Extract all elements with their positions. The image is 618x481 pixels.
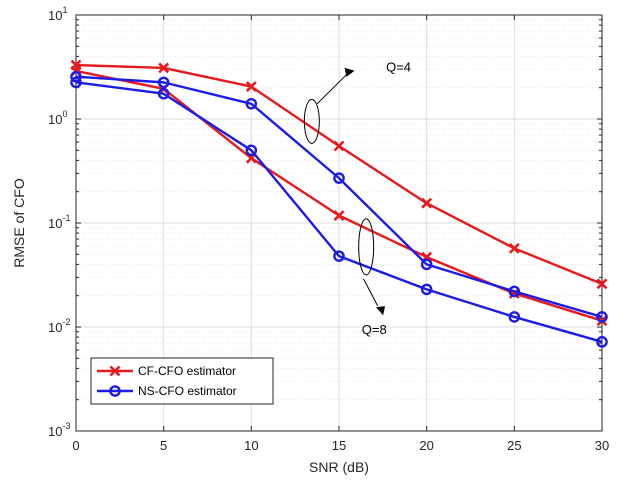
- data-point: [508, 311, 521, 323]
- marker-stroke: [109, 365, 121, 377]
- data-point: [596, 336, 608, 348]
- marker-stroke: [158, 62, 170, 74]
- marker-stroke: [508, 242, 520, 254]
- q4-ellipse: [303, 98, 320, 144]
- x-tick-label: 5: [160, 438, 167, 453]
- data-point: [245, 144, 258, 157]
- y-tick-label: 10-2: [48, 317, 70, 335]
- q4-arrow-line: [316, 71, 350, 105]
- data-point: [420, 283, 433, 296]
- series-line: [75, 81, 603, 343]
- y-tick-label: 10-1: [48, 213, 70, 231]
- legend-label: NS-CFO estimator: [138, 384, 237, 398]
- data-point: [421, 197, 433, 209]
- x-tick-label: 15: [332, 438, 346, 453]
- data-point: [157, 87, 170, 100]
- data-point: [508, 285, 521, 298]
- marker-stroke: [333, 210, 345, 221]
- x-axis-label: SNR (dB): [309, 459, 369, 475]
- marker-stroke: [508, 288, 520, 299]
- data-point: [333, 210, 345, 221]
- marker-stroke: [333, 140, 345, 152]
- q4-arrow-head: [344, 67, 355, 77]
- data-point: [333, 172, 345, 184]
- x-tick-label: 30: [595, 438, 609, 453]
- series-line: [75, 75, 603, 319]
- legend-box: [90, 357, 274, 405]
- data-point: [70, 76, 82, 89]
- data-point: [508, 242, 520, 254]
- data-point: [420, 258, 433, 271]
- y-tick-label: 101: [48, 5, 67, 23]
- x-tick-label: 0: [72, 438, 79, 453]
- legend-label: CF-CFO estimator: [138, 364, 236, 378]
- y-tick-label: 100: [48, 109, 67, 127]
- q8-label: Q=8: [362, 322, 387, 337]
- q8-arrow-line: [363, 278, 379, 307]
- series-1: [70, 59, 608, 290]
- series-3: [70, 70, 608, 323]
- marker-stroke: [245, 81, 257, 92]
- data-point: [158, 62, 170, 74]
- data-point: [596, 311, 608, 323]
- x-tick-label: 25: [507, 438, 521, 453]
- legend-marker: [109, 385, 121, 397]
- data-point: [157, 76, 170, 89]
- x-tick-label: 20: [419, 438, 433, 453]
- q8-arrow-head: [376, 306, 386, 316]
- data-point: [245, 81, 257, 92]
- data-point: [245, 98, 258, 110]
- marker-stroke: [596, 278, 608, 290]
- annotations: [303, 67, 386, 316]
- data-point: [70, 70, 82, 83]
- q8-ellipse: [358, 218, 375, 276]
- x-tick-label: 10: [244, 438, 258, 453]
- data-point: [333, 140, 345, 152]
- y-tick-label: 10-3: [48, 421, 70, 439]
- data-point: [333, 250, 345, 262]
- marker-stroke: [421, 197, 433, 209]
- series-4: [70, 76, 608, 348]
- data-point: [596, 278, 608, 290]
- legend: CF-CFO estimator NS-CFO estimator: [90, 357, 274, 405]
- tick-marks: [75, 15, 603, 432]
- legend-marker: [109, 365, 121, 377]
- y-axis-label: RMSE of CFO: [11, 178, 27, 268]
- q4-label: Q=4: [386, 59, 411, 74]
